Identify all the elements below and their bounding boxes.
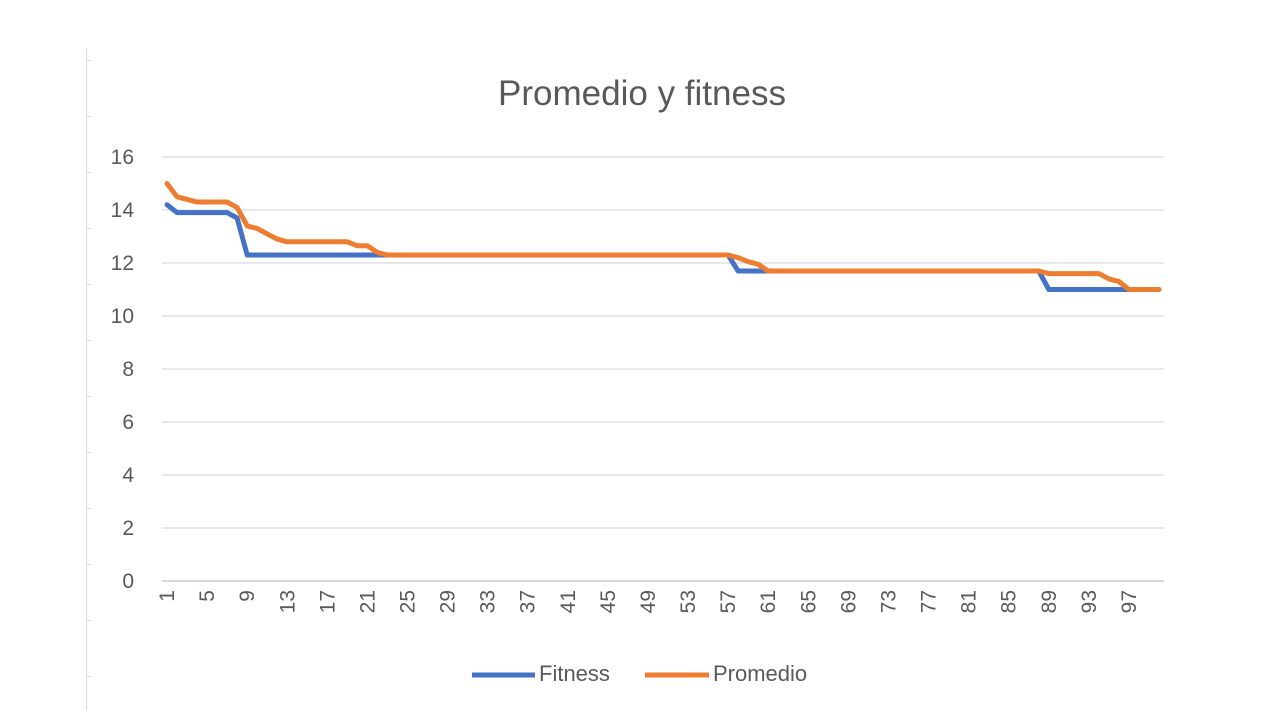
- x-tick-label: 73: [877, 590, 900, 613]
- x-tick-label: 1: [156, 590, 179, 602]
- x-tick-label: 53: [677, 590, 700, 613]
- x-tick-label: 85: [998, 590, 1021, 613]
- legend-label-promedio: Promedio: [713, 661, 807, 686]
- x-tick-label: 65: [797, 590, 820, 613]
- y-tick-label: 4: [122, 464, 134, 487]
- edge-tick: [86, 116, 91, 117]
- x-tick-label: 93: [1078, 590, 1101, 613]
- x-tick-label: 5: [196, 590, 219, 602]
- y-axis-ticks: 0 2 4 6 8 10 12 14 16: [111, 146, 135, 593]
- series-line-promedio: [164, 181, 1162, 292]
- edge-tick: [86, 340, 91, 341]
- x-tick-label: 13: [276, 590, 299, 613]
- x-tick-label: 33: [477, 590, 500, 613]
- x-tick-label: 9: [236, 590, 259, 602]
- y-tick-label: 0: [122, 570, 134, 593]
- x-axis-ticks: 1 5 9 13 17 21 25 29 33 37 41 45 49 53 57 61 65 69 73 77 81 8…: [156, 590, 1141, 613]
- edge-tick: [86, 564, 91, 565]
- x-tick-label: 17: [316, 590, 339, 613]
- x-tick-label: 29: [437, 590, 460, 613]
- edge-tick: [86, 676, 91, 677]
- y-tick-label: 14: [111, 199, 135, 222]
- x-tick-label: 21: [356, 590, 379, 613]
- x-tick-label: 49: [637, 590, 660, 613]
- edge-tick: [86, 172, 91, 173]
- y-tick-label: 8: [122, 358, 134, 381]
- edge-tick: [86, 508, 91, 509]
- legend-label-fitness: Fitness: [539, 661, 610, 686]
- x-tick-label: 41: [557, 590, 580, 613]
- edge-tick: [86, 284, 91, 285]
- x-tick-label: 45: [597, 590, 620, 613]
- x-tick-label: 89: [1038, 590, 1061, 613]
- x-tick-label: 97: [1118, 590, 1141, 613]
- edge-tick: [86, 228, 91, 229]
- slide-left-edge: [86, 48, 91, 710]
- edge-tick: [86, 60, 91, 61]
- edge-tick: [86, 452, 91, 453]
- x-tick-label: 25: [396, 590, 419, 613]
- y-tick-label: 6: [122, 411, 134, 434]
- y-tick-label: 16: [111, 146, 134, 169]
- edge-tick: [86, 620, 91, 621]
- x-tick-label: 77: [918, 590, 941, 613]
- series-line-fitness: [164, 202, 1162, 292]
- x-tick-label: 69: [837, 590, 860, 613]
- y-tick-label: 2: [122, 517, 134, 540]
- gridlines: [162, 156, 1164, 582]
- chart-title: Promedio y fitness: [498, 74, 786, 113]
- x-tick-label: 57: [717, 590, 740, 613]
- series-lines: [164, 181, 1162, 292]
- x-tick-label: 37: [517, 590, 540, 613]
- y-tick-label: 12: [111, 252, 134, 275]
- x-tick-label: 61: [757, 590, 780, 613]
- edge-tick: [86, 396, 91, 397]
- y-tick-label: 10: [111, 305, 134, 328]
- legend: Fitness Promedio: [472, 661, 807, 686]
- x-tick-label: 81: [958, 590, 981, 613]
